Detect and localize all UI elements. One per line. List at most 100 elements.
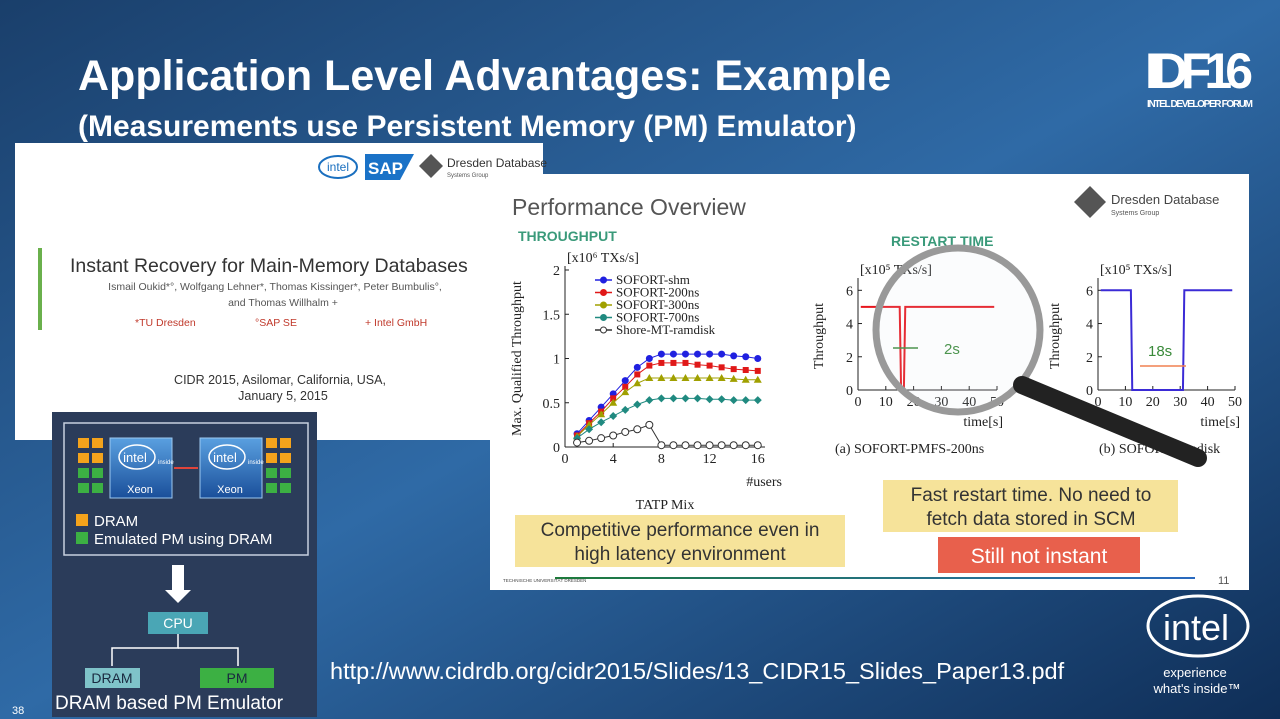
marker [621, 388, 630, 396]
legend-label: SOFORT-shm [616, 272, 690, 287]
legend-marker [600, 301, 607, 309]
marker [645, 355, 653, 362]
series-line [1100, 289, 1233, 391]
note-box [883, 480, 1178, 532]
marker [753, 396, 762, 405]
marker [633, 363, 641, 371]
marker [693, 441, 702, 450]
chart-caption: TATP Mix [636, 498, 695, 513]
legend-label: SOFORT-700ns [616, 310, 699, 325]
y-tick-label: 4 [1086, 318, 1093, 333]
dresden-mark [419, 154, 443, 178]
chip-inside: inside [158, 460, 174, 466]
y-tick-label: 1.5 [543, 308, 561, 323]
marker [621, 377, 629, 385]
footer-bar [555, 577, 1195, 579]
y-tick-label: 0 [553, 441, 560, 456]
marker [681, 373, 690, 381]
marker [657, 441, 666, 450]
marker [597, 410, 606, 418]
marker [729, 374, 738, 382]
marker [706, 362, 713, 369]
legend-label: SOFORT-200ns [616, 285, 699, 300]
marker [693, 373, 702, 381]
marker [754, 355, 762, 362]
chart-caption: (a) SOFORT-PMFS-200ns [835, 442, 984, 457]
venue: CIDR 2015, Asilomar, California, USA, [174, 373, 386, 387]
accent-bar [38, 248, 42, 330]
marker [633, 425, 642, 434]
y-axis-label: Max. Qualified Throughput [510, 281, 525, 436]
marker [742, 367, 749, 374]
memory-cell [92, 438, 103, 448]
x-tick-label: 0 [855, 395, 862, 410]
marker [658, 359, 665, 366]
event-logo: IDF16 [1145, 43, 1253, 99]
memory-cell [280, 438, 291, 448]
marker [718, 350, 726, 358]
intel-mark [318, 155, 358, 179]
event-tagline: INTEL DEVELOPER FORUM [1147, 99, 1253, 110]
emulator-box [63, 422, 309, 556]
marker [741, 396, 750, 405]
note-box [515, 515, 845, 567]
marker [681, 350, 689, 358]
memory-cell [92, 468, 103, 478]
connector [111, 634, 179, 666]
intel-tagline: experience [1163, 665, 1227, 680]
y-tick-label: 2 [1086, 351, 1093, 366]
x-tick-label: 16 [751, 452, 765, 467]
legend-marker [600, 289, 607, 296]
memory-cell [78, 453, 89, 463]
marker [622, 383, 629, 390]
marker [682, 359, 689, 366]
memory-cell [266, 468, 277, 478]
marker [669, 373, 678, 381]
marker [705, 395, 714, 404]
x-tick-label: 12 [703, 452, 717, 467]
marker [718, 364, 725, 371]
marker [573, 438, 582, 447]
magnifier-lens [872, 244, 1044, 416]
unit-label: [x10⁶ TXs/s] [567, 251, 639, 266]
marker [681, 441, 690, 450]
x-tick-label: 10 [879, 395, 893, 410]
marker [694, 350, 702, 358]
pm-label: PM [227, 670, 248, 686]
x-tick-label: 0 [562, 452, 569, 467]
marker [706, 350, 714, 358]
marker [729, 441, 738, 450]
url[interactable]: http://www.cidrdb.org/cidr2015/Slides/13… [330, 658, 1065, 684]
memory-cell [78, 483, 89, 493]
chip-brand: intel [213, 450, 237, 465]
title: Application Level Advantages: Example [78, 52, 891, 100]
authors: Ismail Oukid*°, Wolfgang Lehner*, Thomas… [108, 281, 442, 293]
chip-ring [208, 444, 246, 470]
memory-cell [78, 438, 89, 448]
x-tick-label: 20 [1146, 395, 1160, 410]
memory-cell [280, 468, 291, 478]
chip-model: Xeon [127, 484, 153, 496]
chip [199, 437, 263, 499]
perf-title: Performance Overview [512, 194, 746, 220]
marker [753, 375, 762, 383]
affiliation: °SAP SE [255, 317, 297, 329]
series-line [576, 362, 758, 436]
y-tick-label: 6 [1086, 284, 1093, 299]
marker [730, 366, 737, 373]
memory-cell [92, 453, 103, 463]
authors: and Thomas Willhalm + [228, 297, 338, 309]
callout-box [938, 537, 1140, 573]
chip-model: Xeon [217, 484, 243, 496]
marker [585, 420, 594, 428]
legend-marker [600, 314, 607, 321]
marker [694, 361, 701, 368]
memory-cell [280, 453, 291, 463]
page-number: 38 [12, 705, 24, 717]
perf-logo-sub: Systems Group [1111, 210, 1159, 217]
marker [645, 396, 654, 405]
marker [609, 398, 618, 406]
venue: January 5, 2015 [238, 389, 328, 403]
marker [597, 434, 606, 443]
